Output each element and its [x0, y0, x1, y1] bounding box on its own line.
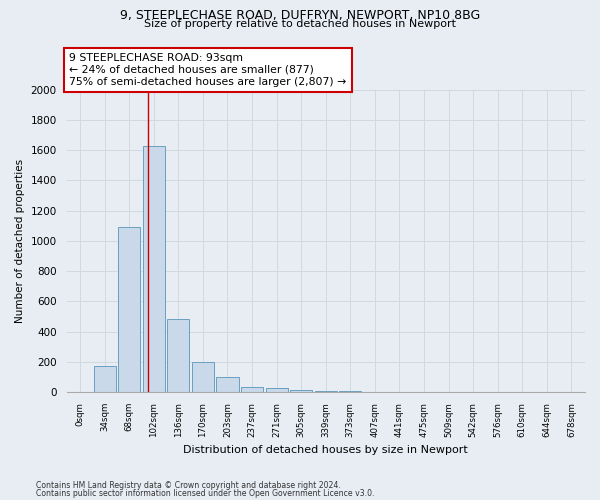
Bar	[118, 227, 140, 392]
Text: 9 STEEPLECHASE ROAD: 93sqm
← 24% of detached houses are smaller (877)
75% of sem: 9 STEEPLECHASE ROAD: 93sqm ← 24% of deta…	[69, 54, 346, 86]
Bar	[266, 388, 287, 392]
Bar	[167, 320, 190, 392]
Bar	[217, 377, 239, 392]
Bar	[94, 366, 116, 392]
Y-axis label: Number of detached properties: Number of detached properties	[15, 158, 25, 323]
Text: 9, STEEPLECHASE ROAD, DUFFRYN, NEWPORT, NP10 8BG: 9, STEEPLECHASE ROAD, DUFFRYN, NEWPORT, …	[120, 9, 480, 22]
Text: Size of property relative to detached houses in Newport: Size of property relative to detached ho…	[144, 19, 456, 29]
Bar	[192, 362, 214, 392]
Bar	[143, 146, 165, 392]
Text: Contains public sector information licensed under the Open Government Licence v3: Contains public sector information licen…	[36, 488, 374, 498]
Bar	[290, 390, 312, 392]
Bar	[241, 387, 263, 392]
Text: Contains HM Land Registry data © Crown copyright and database right 2024.: Contains HM Land Registry data © Crown c…	[36, 481, 341, 490]
X-axis label: Distribution of detached houses by size in Newport: Distribution of detached houses by size …	[184, 445, 468, 455]
